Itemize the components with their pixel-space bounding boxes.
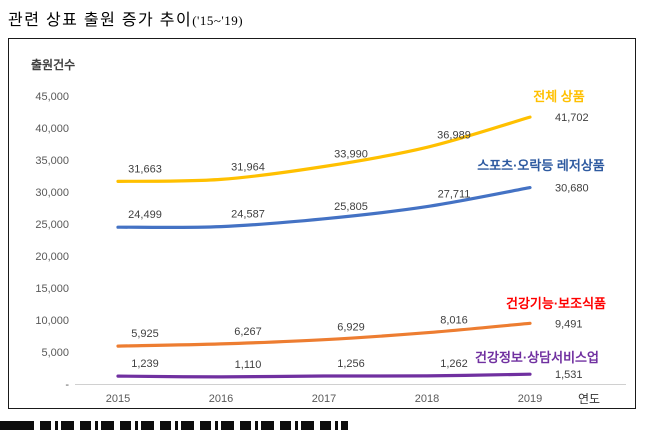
data-label: 36,989	[437, 129, 471, 141]
x-tick-label: 2018	[415, 393, 439, 405]
document-title: 관련 상표 출원 증가 추이('15~'19)	[8, 6, 243, 30]
cropped-caption-text	[0, 421, 348, 430]
data-label: 6,267	[234, 326, 262, 338]
y-tick-label: 5,000	[41, 347, 69, 359]
data-label: 1,531	[555, 369, 583, 381]
series-line-2	[116, 321, 532, 348]
chart-container: 45,000 40,000 35,000 30,000 25,000 20,000 15,0…	[8, 38, 636, 409]
series-line-1	[116, 186, 532, 229]
series-line-0	[116, 115, 532, 183]
data-label: 31,663	[128, 163, 162, 175]
x-tick-label: 2015	[106, 393, 130, 405]
data-label: 1,256	[337, 358, 365, 370]
series-label-2: 건강기능·보조식품	[506, 296, 606, 311]
series-line-3	[116, 372, 532, 379]
data-label: 27,711	[438, 189, 471, 201]
series-label-0: 전체 상품	[533, 89, 584, 104]
data-label: 24,587	[231, 209, 265, 221]
x-tick-label: 2017	[312, 393, 336, 405]
data-label: 24,499	[128, 209, 162, 221]
document-title-main: 관련 상표 출원 증가 추이	[8, 12, 193, 29]
data-label: 30,680	[555, 183, 589, 195]
y-tick-label: -	[65, 379, 69, 391]
data-label: 1,239	[131, 358, 159, 370]
x-tick-label: 2019	[518, 393, 542, 405]
x-tick-label: 2016	[209, 393, 233, 405]
data-label: 31,964	[231, 161, 265, 173]
data-label: 6,929	[337, 322, 365, 334]
y-tick-label: 35,000	[35, 155, 69, 167]
y-tick-label: 30,000	[35, 187, 69, 199]
data-label: 33,990	[334, 149, 368, 161]
y-tick-label: 45,000	[35, 91, 69, 103]
data-label: 5,925	[131, 328, 159, 340]
y-tick-label: 15,000	[35, 283, 69, 295]
y-tick-label: 40,000	[35, 123, 69, 135]
document-title-period: ('15~'19)	[192, 13, 244, 28]
y-tick-label: 25,000	[35, 219, 69, 231]
data-label: 25,805	[334, 201, 368, 213]
data-label: 41,702	[555, 112, 589, 124]
data-label: 9,491	[555, 318, 583, 330]
series-label-1: 스포츠·오락등 레저상품	[477, 158, 605, 173]
y-tick-label: 20,000	[35, 251, 69, 263]
data-label: 1,262	[440, 358, 468, 370]
line-chart: 45,000 40,000 35,000 30,000 25,000 20,000 15,0…	[35, 89, 626, 406]
y-tick-label: 10,000	[35, 315, 69, 327]
x-axis-title: 연도	[578, 392, 600, 406]
y-axis-title: 출원건수	[31, 58, 76, 72]
data-label: 8,016	[440, 315, 468, 327]
series-label-3: 건강정보·상담서비스업	[475, 350, 599, 365]
data-label: 1,110	[235, 359, 262, 371]
